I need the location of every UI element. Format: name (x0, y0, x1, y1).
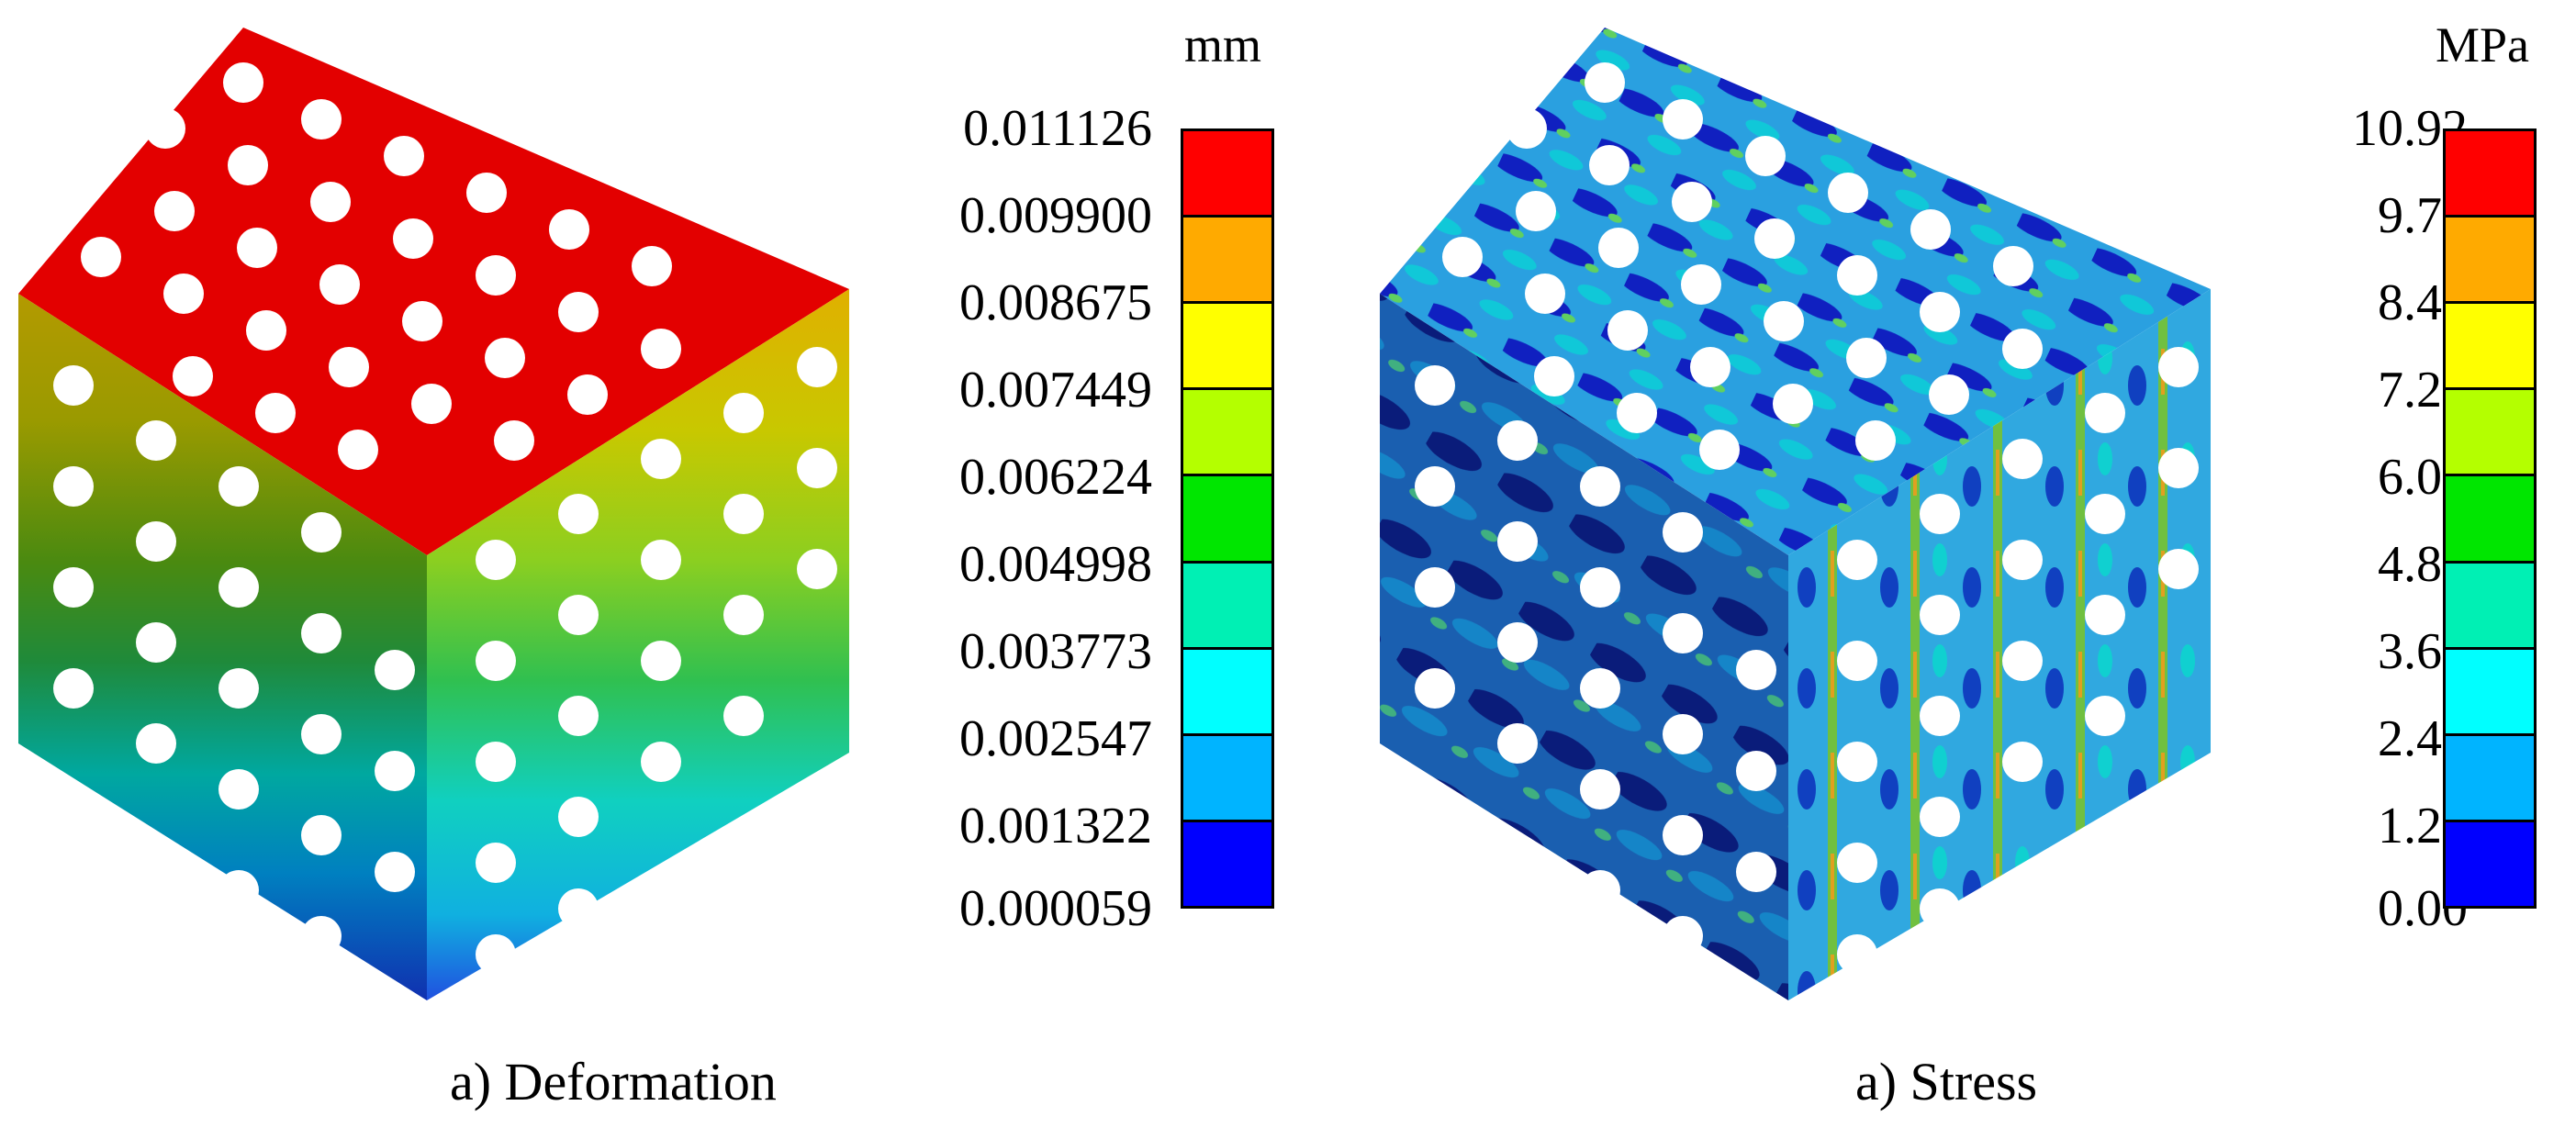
scale-label: 0.002547 (959, 710, 1152, 767)
colorbar-segment (2446, 649, 2534, 736)
colorbar-segment (1183, 563, 1271, 650)
deformation-caption: a) Deformation (450, 1052, 777, 1111)
stress-caption: a) Stress (1855, 1052, 2038, 1111)
colorbar-segment (2446, 390, 2534, 477)
colorbar-segment (1183, 304, 1271, 391)
colorbar-segment (1183, 476, 1271, 564)
colorbar-segment (1183, 821, 1271, 906)
colorbar-segment (2446, 131, 2534, 218)
scale-label: 0.003773 (959, 623, 1152, 680)
stress-panel: MPa 10.92 9.71 8.49 7.28 6.07 4.85 3.64 … (1288, 0, 2576, 1139)
deformation-unit-label: mm (1184, 17, 1262, 73)
deformation-panel: mm 0.011126 0.009900 0.008675 0.007449 0… (18, 17, 1274, 1111)
colorbar-segment (2446, 476, 2534, 564)
colorbar-segment (2446, 821, 2534, 906)
scale-label: 0.000059 (959, 880, 1152, 937)
scale-label: 0.009900 (959, 187, 1152, 244)
scale-label: 0.006224 (959, 449, 1152, 506)
colorbar-segment (1183, 390, 1271, 477)
scale-label: 0.001322 (959, 798, 1152, 854)
scale-label: 0.011126 (963, 100, 1152, 157)
colorbar-segment (1183, 218, 1271, 305)
colorbar-segment (2446, 563, 2534, 650)
colorbar-segment (1183, 649, 1271, 736)
stress-colorbar (2443, 128, 2537, 909)
stress-unit-label: MPa (2436, 17, 2530, 73)
deformation-colorbar (1181, 128, 1274, 909)
colorbar-segment (1183, 131, 1271, 218)
colorbar-segment (1183, 735, 1271, 822)
colorbar-segment (2446, 735, 2534, 822)
stress-cube-model (1380, 28, 2211, 1000)
scale-label: 0.004998 (959, 536, 1152, 593)
scale-label: 0.007449 (959, 362, 1152, 419)
deformation-cube-model (18, 28, 849, 1000)
scale-label: 0.008675 (959, 274, 1152, 331)
colorbar-segment (2446, 304, 2534, 391)
colorbar-segment (2446, 218, 2534, 305)
